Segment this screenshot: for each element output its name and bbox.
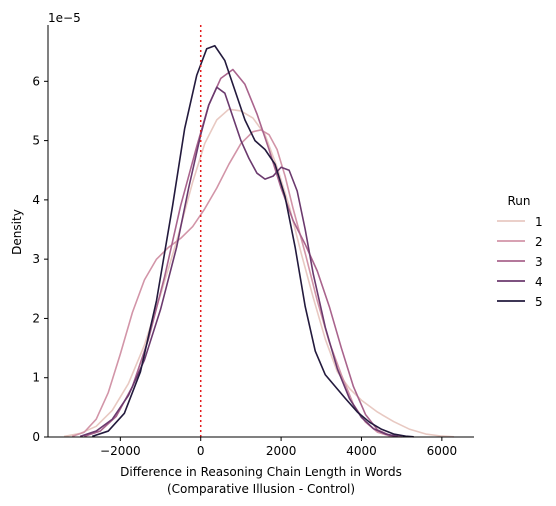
legend-label-2: 2	[535, 235, 543, 249]
y-offset-label: 1e−5	[48, 11, 81, 25]
y-axis-ticks: 0 1 2 3 4 5 6	[32, 74, 48, 444]
x-tick-label: 2000	[266, 444, 297, 458]
legend-label-4: 4	[535, 275, 543, 289]
y-tick-label: 4	[32, 193, 40, 207]
density-curves	[63, 44, 454, 438]
series-4-curve	[79, 86, 398, 438]
y-tick-label: 2	[32, 311, 40, 325]
x-axis-ticks: −2000 0 2000 4000 6000	[100, 437, 457, 458]
legend-label-3: 3	[535, 255, 543, 269]
legend-title: Run	[507, 194, 530, 208]
series-1-curve	[63, 108, 454, 438]
y-tick-label: 1	[32, 371, 40, 385]
y-tick-label: 3	[32, 252, 40, 266]
x-axis-label-line2: (Comparative Illusion - Control)	[167, 482, 355, 496]
x-tick-label: 0	[197, 444, 205, 458]
x-tick-label: 6000	[427, 444, 458, 458]
x-axis-label-line1: Difference in Reasoning Chain Length in …	[120, 465, 402, 479]
series-5-curve	[91, 44, 414, 438]
legend-label-5: 5	[535, 295, 543, 309]
y-tick-label: 0	[32, 430, 40, 444]
legend: Run 1 2 3 4 5	[497, 194, 543, 309]
series-2-curve	[71, 129, 402, 438]
series-3-curve	[83, 68, 402, 438]
y-tick-label: 6	[32, 74, 40, 88]
legend-label-1: 1	[535, 215, 543, 229]
x-tick-label: 4000	[346, 444, 377, 458]
y-axis-label: Density	[10, 209, 24, 255]
x-tick-label: −2000	[100, 444, 141, 458]
y-tick-label: 5	[32, 134, 40, 148]
